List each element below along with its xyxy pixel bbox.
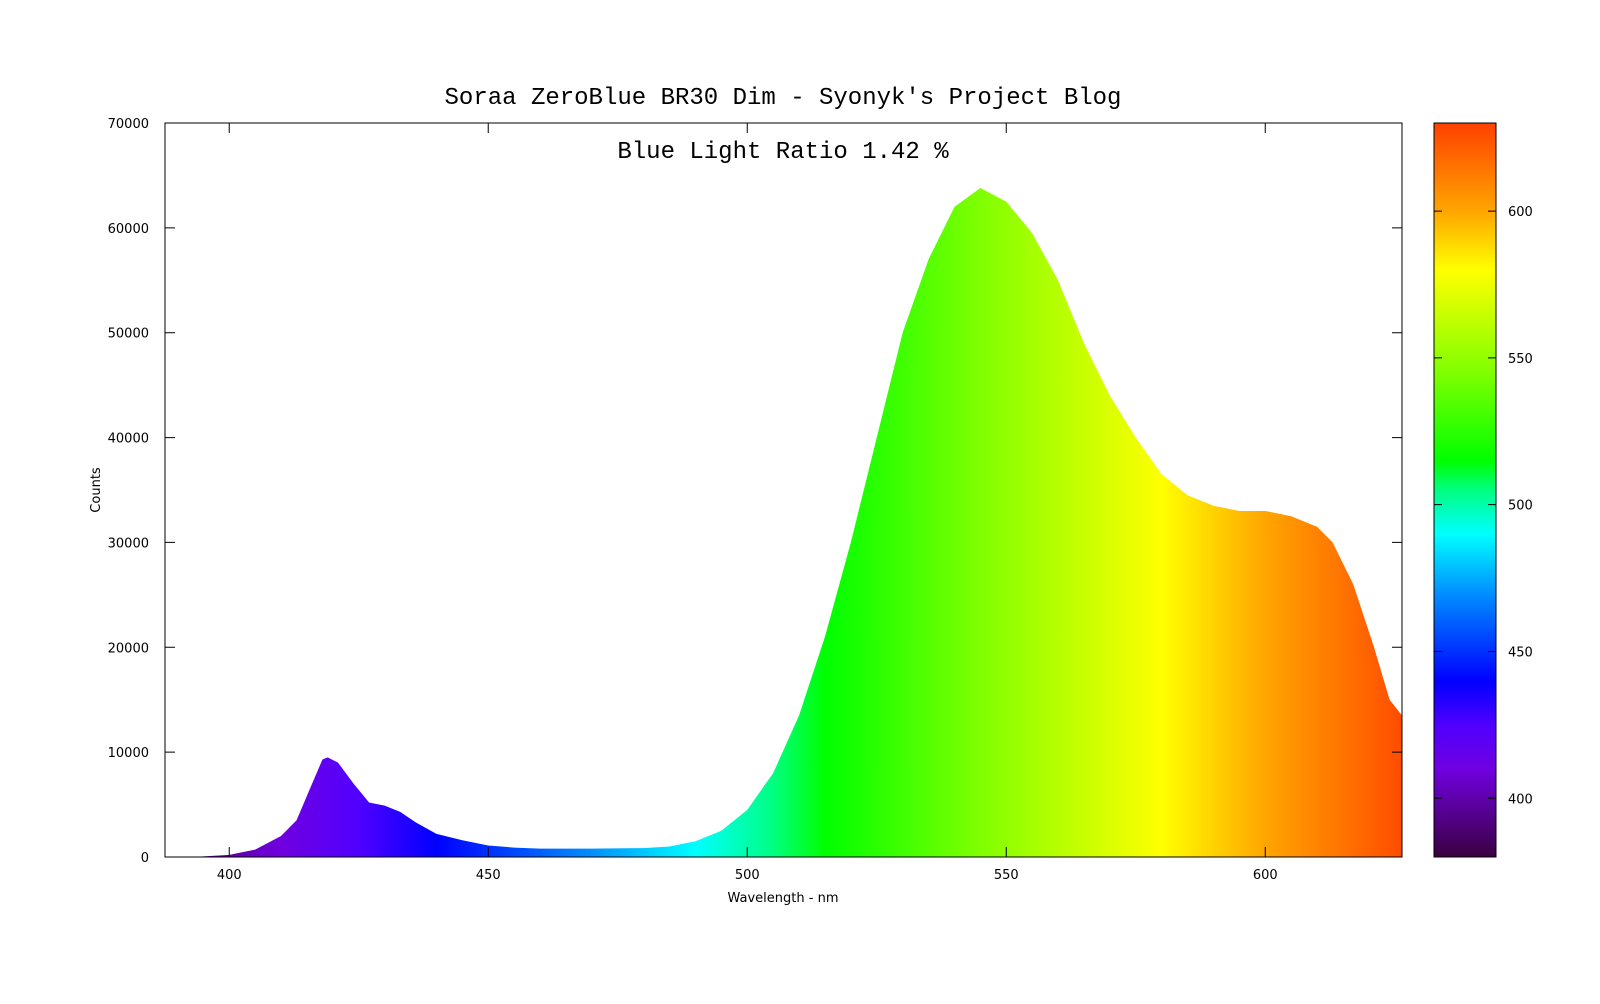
annotation: Blue Light Ratio 1.42 % (617, 139, 949, 166)
y-tick-label: 50000 (108, 327, 149, 342)
x-tick-label: 500 (735, 868, 760, 883)
y-tick-label: 30000 (108, 536, 149, 551)
x-tick-label: 450 (476, 868, 501, 883)
x-tick-label: 400 (217, 868, 242, 883)
plot-frame (164, 122, 1403, 858)
colorbar-tick-label: 400 (1508, 792, 1533, 807)
chart-title: Soraa ZeroBlue BR30 Dim - Syonyk's Proje… (445, 85, 1122, 112)
y-tick-label: 70000 (108, 117, 149, 132)
x-tick-label: 600 (1253, 868, 1278, 883)
x-tick-label: 550 (994, 868, 1019, 883)
y-tick-label: 20000 (108, 641, 149, 656)
y-tick-label: 10000 (108, 746, 149, 761)
spectrum-area (192, 188, 1402, 858)
colorbar-tick-label: 500 (1508, 499, 1533, 514)
colorbar-tick-label: 550 (1508, 352, 1533, 367)
y-tick-label: 40000 (108, 432, 149, 447)
y-tick-label: 0 (141, 851, 149, 866)
y-tick-label: 60000 (108, 222, 149, 237)
x-axis-label: Wavelength - nm (728, 891, 839, 906)
y-axis-label: Counts (89, 467, 104, 513)
colorbar-tick-label: 450 (1508, 645, 1533, 660)
colorbar (1433, 122, 1497, 858)
colorbar-tick-label: 600 (1508, 205, 1533, 220)
